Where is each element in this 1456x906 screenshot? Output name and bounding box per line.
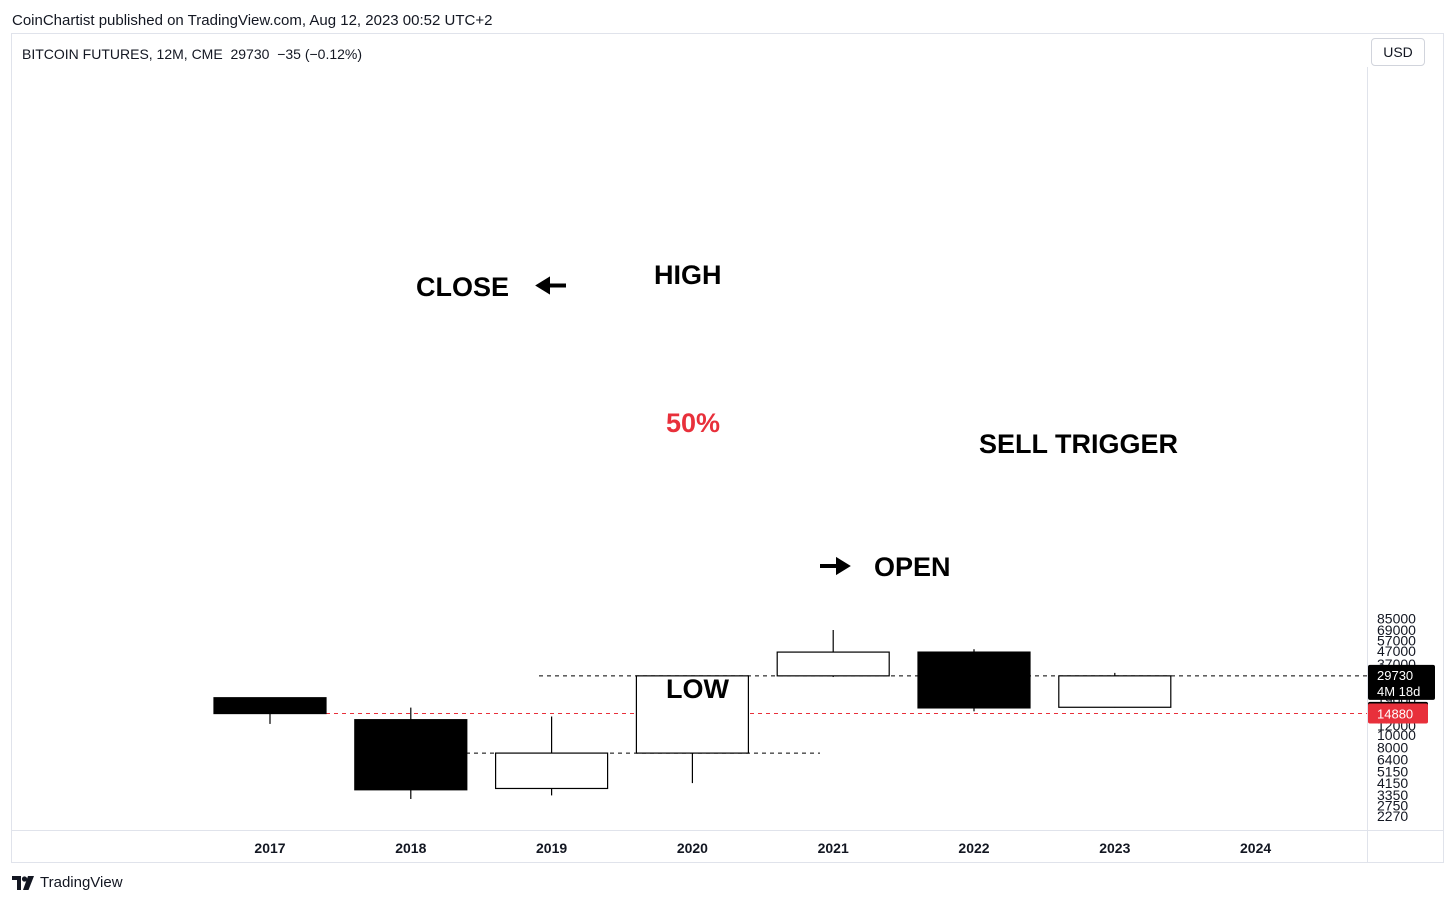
symbol-name: BITCOIN FUTURES, 12M, CME — [22, 46, 223, 62]
symbol-legend[interactable]: BITCOIN FUTURES, 12M, CME 29730 −35 (−0.… — [22, 46, 362, 62]
x-tick-label: 2022 — [958, 840, 989, 856]
candle-body — [495, 752, 609, 790]
candles — [213, 630, 1172, 799]
price-tag-fifty: 14880 — [1368, 703, 1428, 724]
x-tick-label: 2020 — [677, 840, 708, 856]
y-tick-label: 5150 — [1377, 763, 1408, 779]
currency-button[interactable]: USD — [1371, 38, 1425, 66]
last-price: 29730 — [230, 46, 270, 62]
y-tick-label: 6400 — [1377, 752, 1408, 768]
price-tag-value: 29730 — [1377, 668, 1413, 683]
tradingview-icon — [12, 875, 34, 890]
close-label: CLOSE — [416, 272, 509, 302]
left-arrow-icon — [535, 276, 566, 295]
candle-2019 — [495, 716, 609, 796]
y-tick-label: 2270 — [1377, 808, 1408, 824]
x-tick-label: 2017 — [254, 840, 285, 856]
price-tag-bg — [1368, 664, 1435, 700]
right-arrow-icon — [820, 556, 851, 576]
price-tag-bg — [1368, 703, 1428, 724]
candle-2021 — [776, 630, 890, 678]
y-tick-label: 47000 — [1377, 643, 1416, 659]
tradingview-logo[interactable]: TradingView — [12, 874, 123, 891]
price-change: −35 (−0.12%) — [277, 46, 363, 62]
close-annotation: CLOSE — [416, 272, 566, 302]
sell-trigger-label: SELL TRIGGER — [979, 429, 1178, 459]
candle-2022 — [917, 649, 1031, 712]
candle-body — [213, 697, 327, 715]
y-tick-label: 2750 — [1377, 798, 1408, 814]
candle-2018 — [354, 707, 468, 799]
tradingview-brand: TradingView — [40, 874, 123, 891]
chart-frame — [11, 33, 1444, 863]
x-tick-label: 2018 — [395, 840, 426, 856]
x-tick-label: 2024 — [1240, 840, 1271, 856]
low-label: LOW — [666, 674, 729, 704]
x-tick-label: 2023 — [1099, 840, 1130, 856]
candle-body — [776, 651, 890, 677]
candle-body — [1058, 675, 1172, 708]
candle-body — [354, 719, 468, 791]
candle-body — [635, 675, 750, 754]
open-annotation: OPEN — [820, 552, 951, 582]
candle-body — [917, 651, 1031, 709]
time-axis[interactable]: 2017 2018 2019 2020 2021 2022 2023 2024 — [254, 840, 1271, 856]
y-tick-label: 57000 — [1377, 632, 1416, 648]
y-tick-label: 69000 — [1377, 622, 1416, 638]
y-tick-label: 8000 — [1377, 739, 1408, 755]
x-tick-label: 2021 — [818, 840, 849, 856]
high-label: HIGH — [654, 260, 722, 290]
y-tick-label: 10000 — [1377, 727, 1416, 743]
y-tick-label: 3350 — [1377, 787, 1408, 803]
y-tick-label: 85000 — [1377, 611, 1416, 627]
candle-2020 — [635, 675, 750, 784]
candle-2017 — [213, 697, 327, 724]
fifty-percent-label: 50% — [666, 408, 720, 438]
publish-credit: CoinChartist published on TradingView.co… — [12, 12, 493, 29]
open-label: OPEN — [874, 552, 951, 582]
x-tick-label: 2019 — [536, 840, 567, 856]
candle-2023 — [1058, 672, 1172, 708]
y-tick-label: 4150 — [1377, 775, 1408, 791]
price-tag-value: 14880 — [1377, 707, 1413, 722]
price-tag-countdown: 4M 18d — [1377, 684, 1420, 699]
